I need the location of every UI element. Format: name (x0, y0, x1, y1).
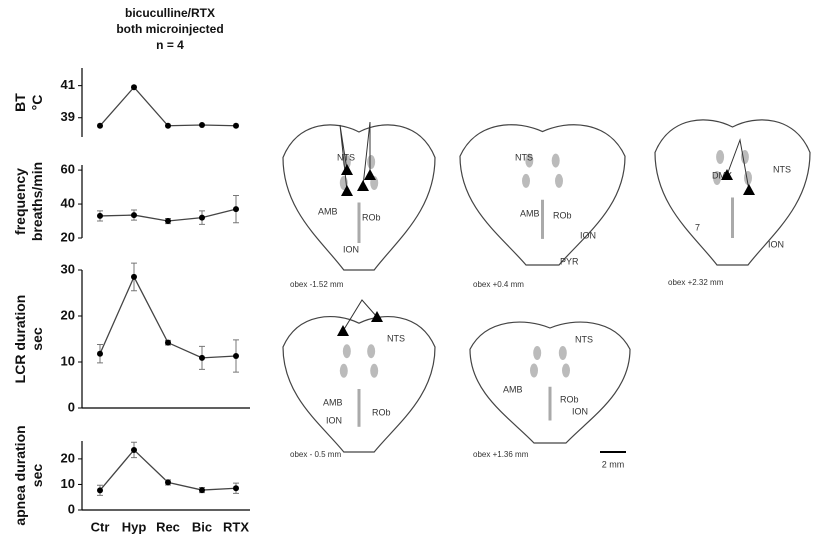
section-label: ROb (560, 394, 579, 404)
x-tick-label: Rec (156, 519, 180, 534)
data-point (165, 218, 171, 224)
nucleus (367, 155, 375, 169)
y-axis-label: °C (29, 95, 45, 111)
pipette-track (343, 300, 377, 331)
data-line (100, 87, 236, 126)
section-label: AMB (520, 208, 540, 218)
section-label: NTS (387, 333, 405, 343)
section-label: AMB (318, 206, 338, 216)
section-outline (470, 322, 630, 443)
y-axis-label: sec (29, 327, 45, 351)
y-axis-label: apnea duration (12, 425, 28, 525)
nucleus (716, 150, 724, 164)
y-tick-label: 20 (61, 229, 75, 244)
data-point (97, 351, 103, 357)
figure: bicuculline/RTX both microinjected n = 4… (0, 0, 817, 545)
section-label: ROb (362, 212, 381, 222)
y-tick-label: 41 (61, 77, 75, 92)
y-tick-label: 10 (61, 476, 75, 491)
injection-site (341, 164, 353, 175)
data-point (233, 123, 239, 129)
data-line (100, 277, 236, 358)
section-label: ION (768, 239, 784, 249)
data-point (165, 123, 171, 129)
y-tick-label: 20 (61, 307, 75, 322)
data-point (199, 355, 205, 361)
injection-site (357, 180, 369, 191)
section-label: AMB (503, 384, 523, 394)
section-caption: obex +2.32 mm (668, 278, 724, 287)
section-label: PYR (560, 256, 579, 266)
data-point (97, 487, 103, 493)
data-point (233, 206, 239, 212)
nucleus (559, 346, 567, 360)
nucleus (367, 344, 375, 358)
y-tick-label: 20 (61, 450, 75, 465)
data-point (131, 274, 137, 280)
nucleus (530, 364, 538, 378)
nucleus (555, 174, 563, 188)
section-label: ROb (553, 210, 572, 220)
data-point (97, 213, 103, 219)
x-tick-label: Bic (192, 519, 212, 534)
section-outline (460, 125, 625, 265)
data-point (165, 340, 171, 346)
section-label: ION (580, 230, 596, 240)
y-tick-label: 0 (68, 501, 75, 516)
section-label: ION (572, 406, 588, 416)
title-line: bicuculline/RTX (125, 6, 215, 20)
subtitle: n = 4 (156, 38, 184, 52)
title-line: both microinjected (116, 22, 223, 36)
scale-label: 2 mm (602, 459, 625, 469)
y-axis-label: sec (29, 464, 45, 488)
y-tick-label: 60 (61, 162, 75, 177)
data-point (165, 479, 171, 485)
nucleus (562, 364, 570, 378)
section-label: ION (343, 244, 359, 254)
y-tick-label: 40 (61, 195, 75, 210)
data-point (199, 487, 205, 493)
data-point (233, 353, 239, 359)
nucleus (343, 344, 351, 358)
y-tick-label: 39 (61, 109, 75, 124)
section-label: NTS (773, 164, 791, 174)
section-label: 7 (695, 222, 700, 232)
section-label: AMB (323, 397, 343, 407)
section-label: NTS (515, 152, 533, 162)
section-label: ION (326, 415, 342, 425)
injection-site (364, 169, 376, 180)
y-tick-label: 30 (61, 261, 75, 276)
y-axis-label: breaths/min (29, 162, 45, 241)
injection-site (337, 325, 349, 336)
data-point (233, 485, 239, 491)
x-tick-label: Ctr (91, 519, 110, 534)
data-point (131, 212, 137, 218)
section-caption: obex +1.36 mm (473, 450, 529, 459)
data-point (131, 84, 137, 90)
nucleus (552, 154, 560, 168)
nucleus (533, 346, 541, 360)
section-caption: obex +0.4 mm (473, 280, 524, 289)
section-outline (655, 120, 810, 265)
data-point (199, 122, 205, 128)
section-caption: obex -1.52 mm (290, 280, 344, 289)
y-axis-label: BT (12, 93, 28, 112)
x-tick-label: Hyp (122, 519, 147, 534)
nucleus (370, 364, 378, 378)
nucleus (340, 364, 348, 378)
injection-site (743, 184, 755, 195)
y-tick-label: 10 (61, 353, 75, 368)
data-point (97, 123, 103, 129)
x-tick-label: RTX (223, 519, 249, 534)
nucleus (522, 174, 530, 188)
section-label: ROb (372, 407, 391, 417)
data-point (199, 215, 205, 221)
section-outline (283, 317, 435, 452)
y-axis-label: LCR duration (12, 295, 28, 384)
section-label: NTS (575, 334, 593, 344)
section-caption: obex - 0.5 mm (290, 450, 341, 459)
y-tick-label: 0 (68, 399, 75, 414)
y-axis-label: frequency (12, 168, 28, 235)
data-point (131, 447, 137, 453)
